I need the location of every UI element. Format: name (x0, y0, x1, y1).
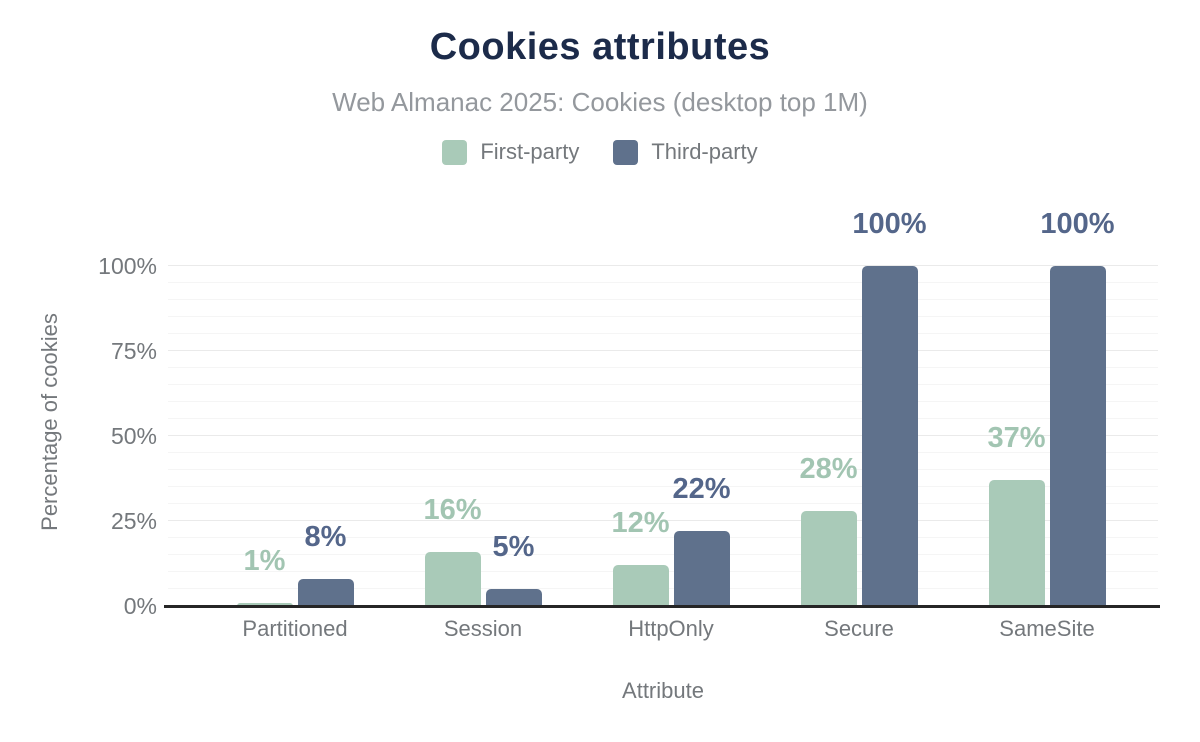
bar-first-party-partitioned (236, 602, 293, 606)
gridline-80 (168, 333, 1158, 334)
gridline-65 (168, 384, 1158, 385)
gridline-95 (168, 282, 1158, 283)
gridline-30 (168, 503, 1158, 504)
bar-first-party-secure (800, 510, 857, 606)
gridline-75 (168, 350, 1158, 351)
legend-swatch-third-party (613, 139, 639, 165)
gridline-60 (168, 401, 1158, 402)
bar-value-first-party-secure: 28% (799, 452, 858, 485)
bar-value-third-party-samesite: 100% (1040, 208, 1115, 240)
y-tick-50: 50% (110, 423, 157, 449)
x-category-session: Session (443, 616, 523, 641)
legend-label-first-party: First-party (480, 139, 580, 164)
x-category-samesite: SameSite (999, 616, 1095, 641)
y-tick-100: 100% (98, 253, 157, 279)
y-tick-0: 0% (123, 593, 157, 619)
gridline-100 (168, 265, 1158, 266)
bar-value-first-party-partitioned: 1% (243, 544, 286, 577)
bar-value-third-party-secure: 100% (852, 208, 927, 240)
gridline-40 (168, 469, 1158, 470)
gridline-35 (168, 486, 1158, 487)
bar-value-first-party-httponly: 12% (611, 507, 670, 540)
bar-first-party-session (424, 551, 481, 606)
gridline-20 (168, 537, 1158, 538)
bar-value-third-party-httponly: 22% (672, 473, 731, 506)
gridline-50 (168, 435, 1158, 436)
gridline-70 (168, 367, 1158, 368)
x-axis-title: Attribute (622, 678, 704, 703)
legend-item-third-party: Third-party (613, 139, 758, 165)
x-category-httponly: HttpOnly (628, 616, 714, 641)
bar-first-party-samesite (988, 480, 1045, 606)
bar-third-party-secure (861, 266, 918, 606)
chart-subtitle: Web Almanac 2025: Cookies (desktop top 1… (332, 87, 868, 117)
bar-third-party-partitioned (297, 578, 354, 606)
y-tick-75: 75% (110, 338, 157, 364)
gridline-15 (168, 554, 1158, 555)
gridline-25 (168, 520, 1158, 521)
x-axis-line (164, 605, 1160, 608)
bar-third-party-httponly (673, 531, 730, 606)
y-tick-25: 25% (110, 508, 157, 534)
bar-third-party-session (485, 589, 542, 606)
bar-value-first-party-session: 16% (423, 493, 482, 526)
bar-value-first-party-samesite: 37% (987, 422, 1046, 455)
y-axis-title: Percentage of cookies (37, 313, 62, 531)
bar-first-party-httponly (612, 565, 669, 606)
bar-value-third-party-partitioned: 8% (304, 520, 347, 553)
legend-label-third-party: Third-party (651, 139, 758, 164)
gridline-90 (168, 299, 1158, 300)
x-category-secure: Secure (824, 616, 894, 641)
bar-value-third-party-session: 5% (492, 531, 535, 563)
legend-item-first-party: First-party (442, 139, 579, 165)
gridline-55 (168, 418, 1158, 419)
legend: First-party Third-party (0, 139, 1200, 165)
bar-third-party-samesite (1049, 266, 1106, 606)
chart-title: Cookies attributes (429, 26, 771, 68)
gridline-85 (168, 316, 1158, 317)
gridline-45 (168, 452, 1158, 453)
x-category-partitioned: Partitioned (242, 616, 348, 641)
legend-swatch-first-party (442, 139, 468, 165)
plot-area: 1% 8% 16% 5% 12% 22% 28% 100% 37% 100% (164, 210, 1160, 608)
